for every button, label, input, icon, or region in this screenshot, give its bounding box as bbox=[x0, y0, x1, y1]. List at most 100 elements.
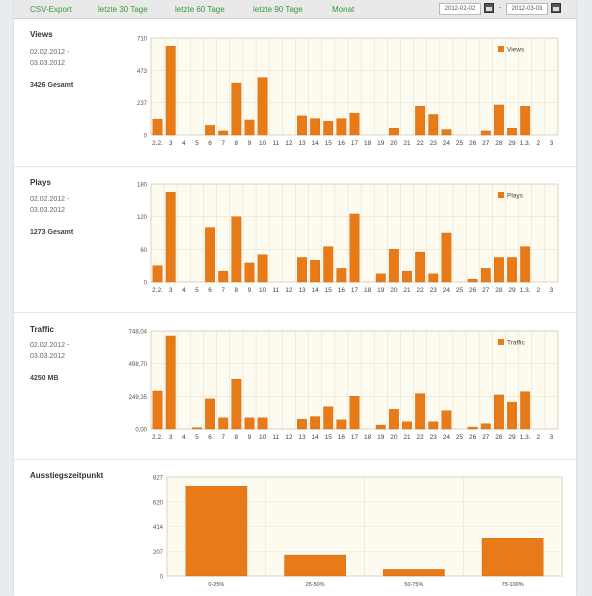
last-60-days-link[interactable]: letzte 60 Tage bbox=[175, 5, 225, 14]
chart-3-group: 0 207 414 620 827 0-25% 25-50% 50-75% 75-100% bbox=[153, 476, 563, 588]
bar bbox=[205, 125, 216, 136]
section-title: Plays bbox=[30, 178, 51, 187]
last-30-days-link[interactable]: letzte 30 Tage bbox=[98, 5, 148, 14]
bar bbox=[323, 246, 334, 283]
x-tick-label: 24 bbox=[443, 287, 451, 294]
bar bbox=[493, 104, 504, 136]
x-tick-label: 50-75% bbox=[404, 582, 423, 588]
x-tick-label: 22 bbox=[417, 287, 425, 294]
x-tick-label: 19 bbox=[377, 434, 385, 441]
date-range-end: 03.03.2012 bbox=[30, 353, 66, 360]
y-tick-label: 0,00 bbox=[135, 428, 147, 434]
bar bbox=[336, 419, 347, 430]
y-tick-label: 414 bbox=[153, 525, 164, 531]
bar bbox=[165, 335, 176, 430]
y-tick-label: 249,35 bbox=[129, 395, 148, 401]
x-tick-label: 24 bbox=[443, 434, 451, 441]
y-tick-label: 710 bbox=[137, 37, 148, 43]
x-tick-label: 23 bbox=[430, 434, 438, 441]
x-tick-label: 16 bbox=[338, 287, 346, 294]
bar bbox=[467, 279, 478, 283]
x-tick-label: 8 bbox=[235, 434, 239, 441]
calendar-icon[interactable] bbox=[484, 3, 494, 13]
x-tick-label: 18 bbox=[364, 434, 372, 441]
x-tick-label: 20 bbox=[390, 434, 398, 441]
month-link[interactable]: Monat bbox=[332, 5, 355, 14]
bar bbox=[402, 270, 412, 283]
x-tick-label: 12 bbox=[285, 287, 293, 294]
bar bbox=[415, 251, 426, 283]
x-tick-label: 10 bbox=[259, 434, 267, 441]
bar bbox=[507, 127, 517, 136]
date-to-input[interactable]: 2012-03-03 bbox=[506, 3, 548, 15]
csv-export-link[interactable]: CSV-Export bbox=[30, 5, 72, 14]
x-tick-label: 9 bbox=[248, 140, 252, 147]
bar bbox=[415, 106, 426, 136]
x-tick-label: 28 bbox=[495, 287, 503, 294]
x-tick-label: 0-25% bbox=[208, 582, 224, 588]
x-tick-label: 25 bbox=[456, 434, 464, 441]
x-tick-label: 19 bbox=[377, 140, 385, 147]
x-tick-label: 24 bbox=[443, 140, 451, 147]
section-title: Ausstiegszeitpunkt bbox=[30, 471, 104, 480]
bar bbox=[467, 426, 478, 430]
x-tick-label: 13 bbox=[298, 434, 306, 441]
date-from-input[interactable]: 2012-02-02 bbox=[439, 3, 481, 15]
x-tick-label: 9 bbox=[248, 434, 252, 441]
y-tick-label: 473 bbox=[137, 69, 148, 75]
x-tick-label: 2.2. bbox=[152, 434, 163, 441]
bar bbox=[349, 213, 360, 283]
bar bbox=[205, 398, 216, 430]
x-tick-label: 25 bbox=[456, 140, 464, 147]
x-tick-label: 8 bbox=[235, 140, 239, 147]
x-tick-label: 14 bbox=[311, 140, 319, 147]
date-range-start: 02.02.2012 - bbox=[30, 196, 70, 203]
x-tick-label: 29 bbox=[508, 140, 516, 147]
bar bbox=[152, 119, 163, 136]
x-tick-label: 21 bbox=[403, 287, 411, 294]
bar bbox=[218, 270, 229, 283]
x-tick-label: 22 bbox=[417, 434, 425, 441]
x-tick-label: 16 bbox=[338, 434, 346, 441]
x-tick-label: 3 bbox=[169, 140, 173, 147]
y-tick-label: 0 bbox=[160, 575, 164, 581]
x-tick-label: 18 bbox=[364, 140, 372, 147]
y-tick-label: 207 bbox=[153, 550, 164, 556]
x-tick-label: 10 bbox=[259, 287, 267, 294]
x-tick-label: 25-50% bbox=[306, 582, 325, 588]
bar bbox=[297, 257, 307, 283]
bar bbox=[257, 417, 268, 430]
bar bbox=[349, 112, 360, 136]
last-90-days-link[interactable]: letzte 90 Tage bbox=[253, 5, 303, 14]
bar bbox=[152, 390, 163, 430]
x-tick-label: 12 bbox=[285, 140, 293, 147]
y-tick-label: 0 bbox=[144, 281, 148, 287]
section-title: Views bbox=[30, 30, 53, 39]
bar bbox=[520, 246, 531, 283]
bar bbox=[480, 423, 491, 430]
x-tick-label: 11 bbox=[272, 434, 279, 441]
x-tick-label: 26 bbox=[469, 287, 477, 294]
traffic-section: Traffic 02.02.2012 - 03.03.2012 4250 MB bbox=[14, 312, 576, 460]
y-tick-label: 498,70 bbox=[129, 362, 148, 368]
legend-label: Views bbox=[507, 47, 525, 54]
date-separator: - bbox=[499, 5, 502, 12]
y-tick-label: 237 bbox=[137, 101, 148, 107]
calendar-icon[interactable] bbox=[551, 3, 561, 13]
y-tick-label: 827 bbox=[153, 476, 164, 482]
bar bbox=[388, 249, 399, 283]
bar bbox=[428, 273, 439, 283]
bar bbox=[244, 262, 255, 283]
bar bbox=[257, 254, 268, 283]
bar bbox=[428, 114, 439, 136]
x-tick-label: 18 bbox=[364, 287, 372, 294]
bar bbox=[507, 257, 517, 283]
bar bbox=[349, 396, 360, 430]
section-title: Traffic bbox=[30, 325, 55, 334]
chart-2-group: 0,00 249,35 498,70 748,04 2.2. 3 4 5 6 7 8 9 10 11 12 1… bbox=[129, 330, 559, 441]
x-tick-label: 3 bbox=[169, 434, 173, 441]
bar bbox=[192, 427, 202, 430]
bar bbox=[257, 77, 268, 136]
x-tick-label: 21 bbox=[403, 434, 411, 441]
x-tick-label: 7 bbox=[221, 140, 225, 147]
